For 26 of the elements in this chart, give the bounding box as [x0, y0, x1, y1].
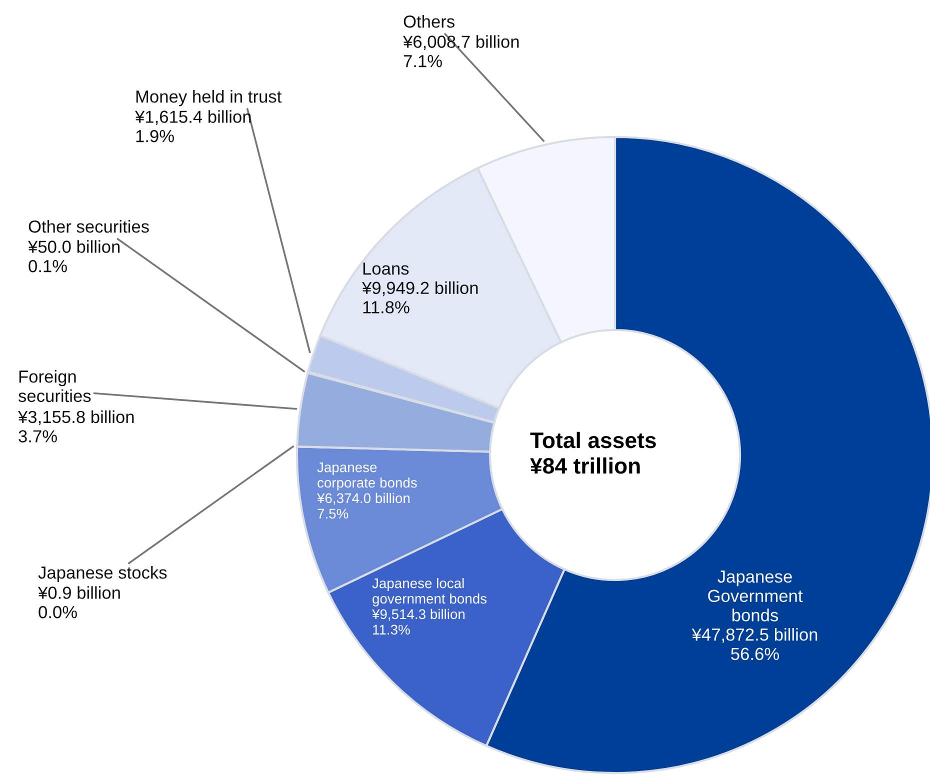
text: 3.7%	[18, 430, 57, 442]
text: 7.1%	[404, 55, 442, 68]
slice-label: Other securities	[28, 220, 149, 233]
data-label: ¥9,949.2 billion	[362, 281, 478, 296]
data-label: ¥6,374.0 billion	[316, 492, 410, 505]
slice-label: Loans	[363, 262, 409, 275]
slice-label: Foreign securities	[18, 370, 91, 402]
text: 0.0%	[38, 606, 77, 618]
text: 56.6%	[731, 648, 779, 660]
data-label: ¥9,514.3 billion	[372, 608, 465, 621]
data-label: ¥0.9 billion	[38, 586, 120, 599]
data-label: ¥50.0 billion	[28, 240, 120, 253]
text: 11.3%	[373, 624, 410, 635]
slice-label: Others	[404, 15, 454, 28]
slice-label: Japanese Government bonds	[708, 570, 803, 622]
text: 7.5%	[318, 508, 348, 519]
data-label: ¥47,872.5 billion	[692, 628, 818, 643]
text: Total assets ¥84 trillion	[530, 432, 656, 474]
slice-label: Money held in trust	[136, 90, 282, 106]
slice-label: Japanese local government bonds	[372, 578, 487, 606]
slice-label: Japanese corporate bonds	[317, 462, 417, 490]
text: 1.9%	[136, 130, 174, 142]
slice-label: Japanese stocks	[38, 566, 167, 582]
data-label: ¥3,155.8 billion	[18, 410, 134, 426]
text: 0.1%	[28, 260, 67, 272]
text: 11.8%	[363, 301, 410, 314]
